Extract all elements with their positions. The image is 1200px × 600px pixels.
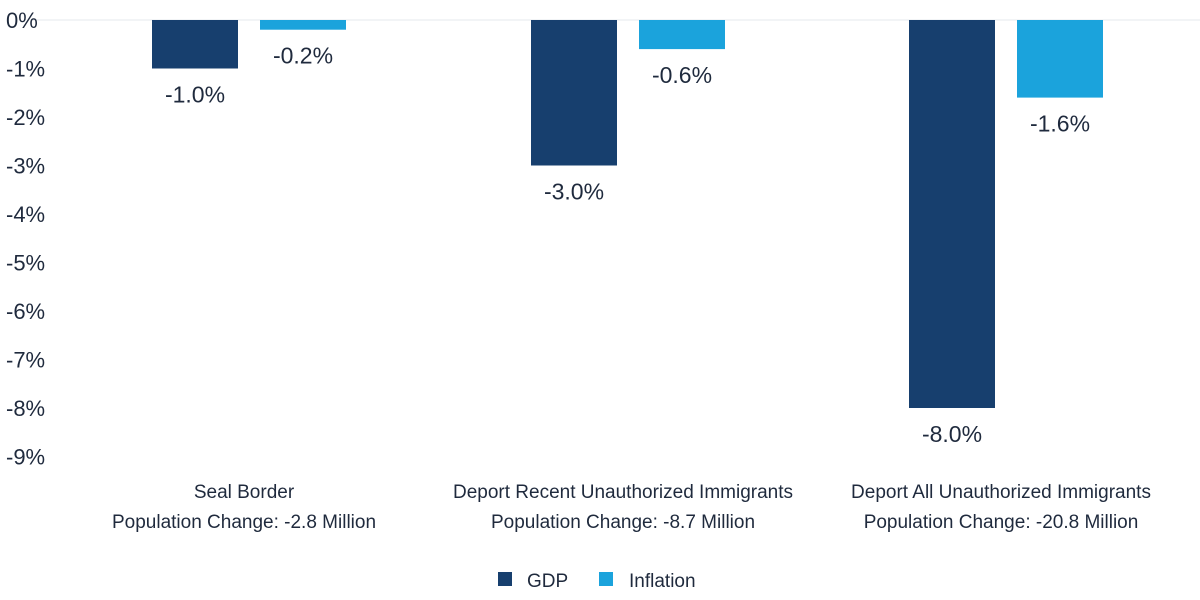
y-tick-label: -1% <box>6 57 45 82</box>
data-label-inflation-1: -0.2% <box>273 43 333 69</box>
bar-inflation-1[interactable] <box>260 20 346 30</box>
y-tick-label: 0% <box>6 8 38 33</box>
y-tick-label: -8% <box>6 396 45 421</box>
category-label: Deport All Unauthorized Immigrants <box>851 482 1151 503</box>
y-tick-label: -7% <box>6 348 45 373</box>
legend-label-inflation: Inflation <box>629 571 696 592</box>
y-tick-label: -4% <box>6 202 45 227</box>
y-tick-label: -9% <box>6 445 45 470</box>
data-label-gdp-1: -1.0% <box>165 82 225 108</box>
y-tick-label: -3% <box>6 154 45 179</box>
bar-inflation-3[interactable] <box>1017 20 1103 98</box>
data-label-inflation-2: -0.6% <box>652 62 712 88</box>
data-label-gdp-2: -3.0% <box>544 179 604 205</box>
legend-swatch-inflation <box>599 572 613 586</box>
data-label-inflation-3: -1.6% <box>1030 111 1090 137</box>
y-tick-label: -6% <box>6 299 45 324</box>
data-label-gdp-3: -8.0% <box>922 421 982 447</box>
bar-gdp-3[interactable] <box>909 20 995 408</box>
category-sublabel: Population Change: -20.8 Million <box>864 512 1139 533</box>
y-tick-label: -2% <box>6 105 45 130</box>
bar-gdp-2[interactable] <box>531 20 617 166</box>
category-label: Seal Border <box>194 482 295 503</box>
legend-label-gdp: GDP <box>527 571 568 592</box>
bar-inflation-2[interactable] <box>639 20 725 50</box>
legend-swatch-gdp <box>498 572 512 586</box>
category-label: Deport Recent Unauthorized Immigrants <box>453 482 793 503</box>
y-tick-label: -5% <box>6 251 45 276</box>
category-sublabel: Population Change: -8.7 Million <box>491 512 755 533</box>
category-sublabel: Population Change: -2.8 Million <box>112 512 376 533</box>
bar-gdp-1[interactable] <box>152 20 238 69</box>
